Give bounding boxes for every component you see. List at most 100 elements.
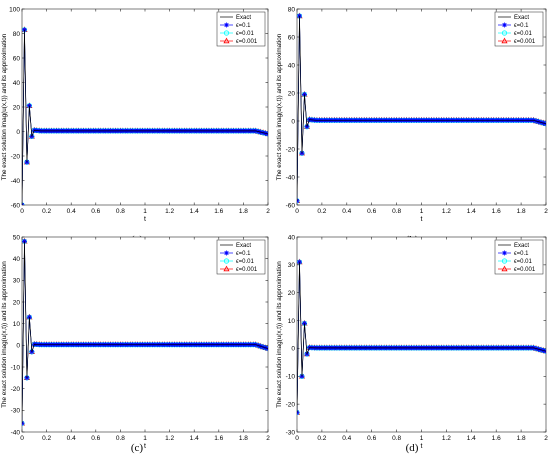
x-tick-label: 1: [143, 435, 147, 442]
x-tick-label: 1.2: [442, 208, 451, 215]
y-axis-label: The exact solution imag(u(x,t)) and its …: [1, 33, 8, 180]
legend-label: ϵ=0.001: [236, 267, 258, 273]
legend-entry: ϵ=0.01: [498, 30, 532, 37]
legend-label: ϵ=0.001: [514, 39, 536, 45]
y-tick-label: 80: [13, 31, 21, 38]
x-tick-label: 1.8: [239, 435, 248, 442]
legend: Exact ϵ=0.1 ϵ=0.01 ϵ=0.001: [494, 11, 544, 47]
legend-label: ϵ=0.01: [236, 31, 254, 37]
legend-label: ϵ=0.1: [514, 251, 529, 257]
x-tick-label: 1.2: [165, 435, 174, 442]
legend-entry: Exact: [498, 243, 529, 249]
x-tick-label: 0.2: [317, 435, 326, 442]
series-line: [297, 15, 546, 201]
legend-entry: ϵ=0.1: [498, 22, 529, 29]
legend-entry: ϵ=0.01: [220, 30, 254, 37]
x-tick-label: 0.4: [67, 208, 76, 215]
legend-label: ϵ=0.1: [236, 23, 251, 29]
x-tick-label: 1.4: [190, 435, 199, 442]
x-tick-label: 1.6: [214, 208, 223, 215]
chart-panel-0: 0 0.2 0.4 0.6 0.8 1 1.2 1.4 1.6 1.8 2 -60 -40 -20 0 20 4…: [1, 6, 270, 246]
legend-marker: [501, 258, 508, 264]
legend-label: ϵ=0.1: [236, 251, 251, 257]
chart-panel-1: 0 0.2 0.4 0.6 0.8 1 1.2 1.4 1.6 1.8 2 -60 -40 -20 0 20 4…: [276, 6, 548, 246]
x-tick-label: 0: [20, 208, 24, 215]
legend-entry: ϵ=0.1: [498, 250, 529, 257]
legend-marker: [223, 265, 230, 272]
x-tick-label: 1.2: [442, 435, 451, 442]
legend-label: ϵ=0.1: [514, 23, 529, 29]
x-tick-label: 0.6: [91, 208, 100, 215]
y-tick-label: -30: [286, 429, 296, 436]
y-tick-label: -40: [286, 174, 296, 181]
x-tick-label: 0.4: [342, 208, 351, 215]
x-tick-label: 0.2: [42, 208, 51, 215]
x-axis-label: t: [144, 216, 146, 223]
legend-entry: ϵ=0.001: [220, 37, 258, 45]
x-tick-label: 0.8: [392, 435, 401, 442]
chart-panel-2: 0 0.2 0.4 0.6 0.8 1 1.2 1.4 1.6 1.8 2 -40 -30 -20 -10 0…: [1, 234, 270, 454]
y-tick-label: 40: [13, 256, 21, 263]
y-tick-label: -60: [286, 202, 296, 209]
series-0: [297, 15, 546, 201]
legend-label: ϵ=0.001: [514, 267, 536, 273]
y-tick-label: 100: [9, 6, 20, 13]
y-tick-label: 0: [291, 346, 295, 353]
series-line: [22, 29, 268, 205]
x-tick-label: 2: [544, 435, 548, 442]
legend-entry: ϵ=0.001: [220, 265, 258, 273]
y-tick-label: 30: [13, 278, 21, 285]
legend-entry: ϵ=0.001: [498, 265, 536, 273]
y-tick-label: 20: [13, 104, 21, 111]
legend-label: Exact: [236, 15, 251, 21]
x-tick-label: 0.2: [317, 208, 326, 215]
legend-marker: [223, 37, 230, 44]
x-axis-label: t: [421, 443, 423, 450]
x-tick-label: 1.8: [239, 208, 248, 215]
legend-marker: [502, 250, 507, 256]
y-tick-label: 10: [13, 321, 21, 328]
legend-marker: [501, 37, 508, 44]
x-tick-label: 1.8: [517, 208, 526, 215]
x-tick-label: 2: [266, 435, 270, 442]
series-line: [22, 241, 268, 424]
legend-label: ϵ=0.01: [514, 31, 532, 37]
y-tick-label: -20: [11, 386, 21, 393]
legend-label: ϵ=0.001: [236, 39, 258, 45]
y-tick-label: 30: [288, 262, 296, 269]
legend-marker: [224, 250, 229, 256]
y-axis-label: The exact solution imag(u(x,t)) and its …: [1, 261, 8, 408]
legend: Exact ϵ=0.1 ϵ=0.01 ϵ=0.001: [494, 239, 544, 275]
data-point: [297, 197, 301, 203]
legend-marker: [223, 30, 230, 36]
y-tick-label: 0: [291, 118, 295, 125]
legend-marker: [501, 30, 508, 36]
x-tick-label: 2: [266, 208, 270, 215]
x-tick-label: 1: [420, 208, 424, 215]
x-tick-label: 1.8: [517, 435, 526, 442]
legend: Exact ϵ=0.1 ϵ=0.01 ϵ=0.001: [216, 11, 266, 47]
x-tick-label: 1: [143, 208, 147, 215]
legend-marker: [501, 265, 508, 272]
legend-entry: Exact: [498, 15, 529, 21]
legend-label: Exact: [514, 15, 529, 21]
y-tick-label: -60: [11, 202, 21, 209]
x-tick-label: 0.8: [116, 435, 125, 442]
legend-label: Exact: [236, 243, 251, 249]
x-tick-label: 2: [544, 208, 548, 215]
series-0: [22, 241, 268, 424]
y-tick-label: -30: [11, 408, 21, 415]
x-tick-label: 1.4: [467, 208, 476, 215]
x-axis-label: t: [144, 443, 146, 450]
y-tick-label: 20: [288, 290, 296, 297]
legend-entry: ϵ=0.01: [498, 258, 532, 265]
y-tick-label: 20: [13, 299, 21, 306]
legend-entry: ϵ=0.01: [220, 258, 254, 265]
legend-entry: ϵ=0.1: [220, 22, 251, 29]
y-tick-label: -20: [11, 153, 21, 160]
y-tick-label: 50: [13, 234, 21, 241]
legend: Exact ϵ=0.1 ϵ=0.01 ϵ=0.001: [216, 239, 266, 275]
legend-label: Exact: [514, 243, 529, 249]
y-tick-label: -10: [11, 364, 21, 371]
